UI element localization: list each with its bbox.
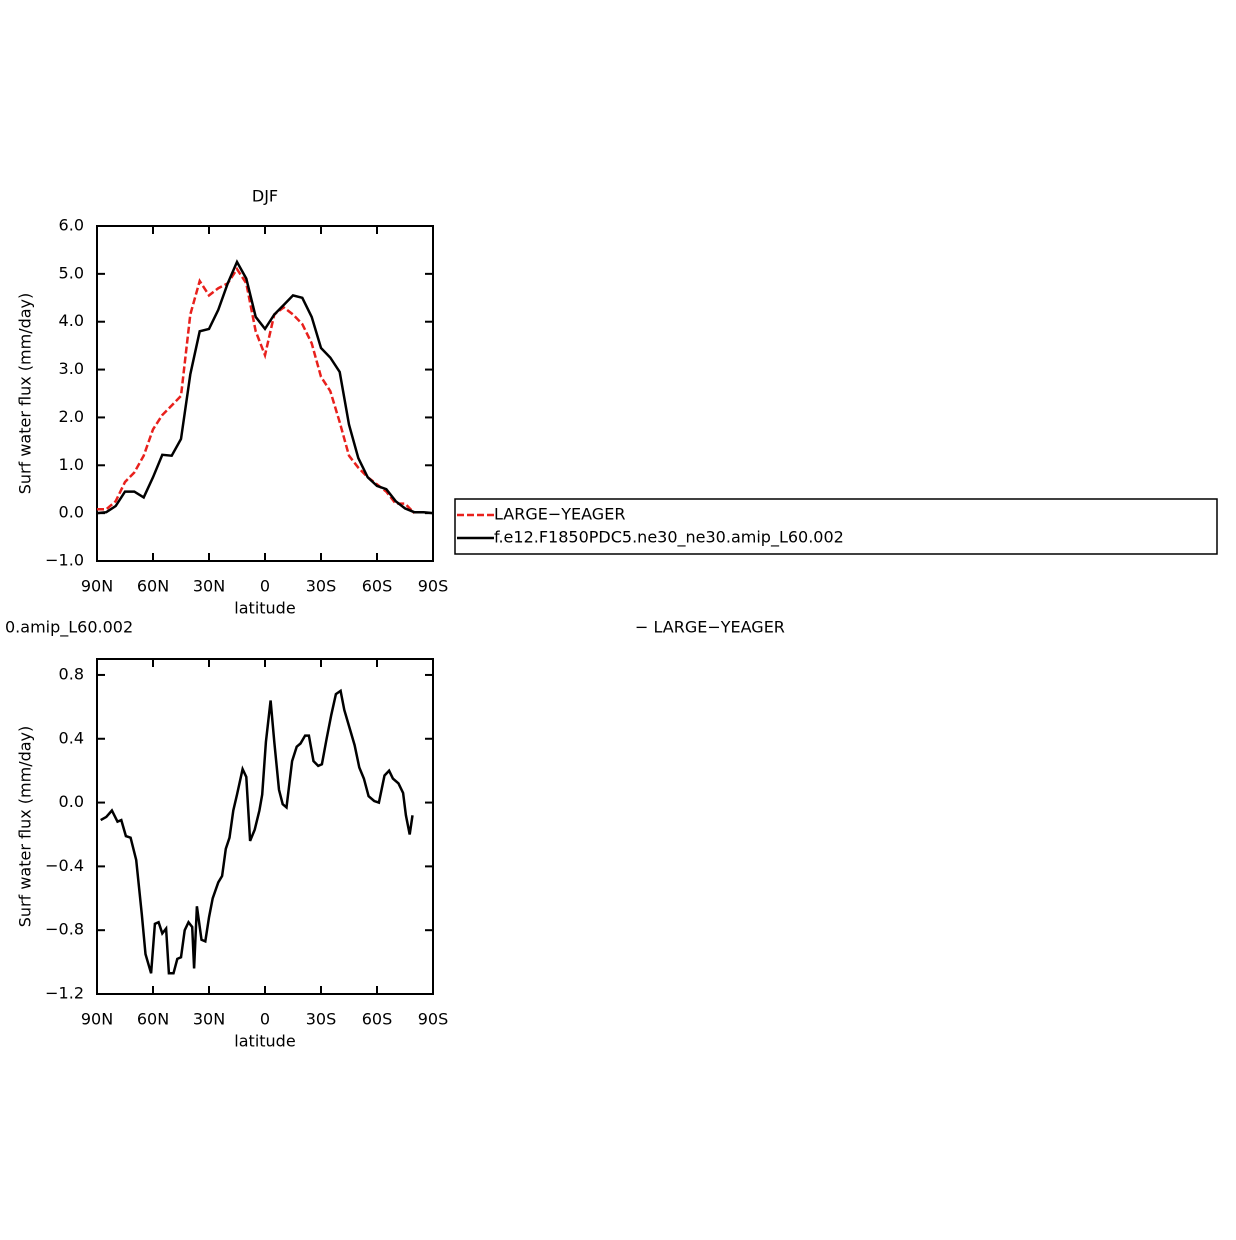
- y-tick-label: −1.0: [45, 551, 84, 570]
- x-tick-label: 0: [260, 577, 270, 596]
- y-tick-label: 0.0: [59, 792, 84, 811]
- x-tick-label: 60S: [362, 577, 393, 596]
- y-tick-label: 5.0: [59, 263, 84, 282]
- y-tick-label: 1.0: [59, 455, 84, 474]
- x-tick-label: 30N: [193, 577, 225, 596]
- y-tick-label: 4.0: [59, 311, 84, 330]
- plot-frame: [96, 658, 434, 995]
- chart-title-left: 0.amip_L60.002: [5, 618, 133, 638]
- legend-box: [454, 498, 1218, 555]
- y-tick-label: 0.4: [59, 728, 84, 747]
- y-tick-label: −1.2: [45, 984, 84, 1003]
- x-tick-label: 30N: [193, 1010, 225, 1029]
- y-tick-label: 0.0: [59, 503, 84, 522]
- y-tick-label: −0.8: [45, 920, 84, 939]
- data-line: [96, 259, 434, 515]
- legend-label: f.e12.F1850PDC5.ne30_ne30.amip_L60.002: [494, 528, 844, 548]
- x-axis-label: latitude: [234, 599, 295, 618]
- chart-title-right: − LARGE−YEAGER: [635, 618, 785, 637]
- x-tick-label: 60S: [362, 1010, 393, 1029]
- y-tick-label: −0.4: [45, 856, 84, 875]
- y-tick-label: 6.0: [59, 216, 84, 235]
- x-tick-label: 60N: [137, 577, 169, 596]
- x-tick-label: 0: [260, 1010, 270, 1029]
- x-tick-label: 60N: [137, 1010, 169, 1029]
- x-tick-label: 90S: [418, 1010, 449, 1029]
- y-tick-label: 3.0: [59, 359, 84, 378]
- x-tick-label: 30S: [306, 1010, 337, 1029]
- y-axis-label: Surf water flux (mm/day): [16, 726, 35, 928]
- y-tick-label: 0.8: [59, 664, 84, 683]
- x-tick-label: 90N: [81, 1010, 113, 1029]
- x-tick-label: 90S: [418, 577, 449, 596]
- y-tick-label: 2.0: [59, 407, 84, 426]
- x-axis-label: latitude: [234, 1032, 295, 1051]
- data-line: [97, 266, 416, 514]
- legend-label: LARGE−YEAGER: [494, 505, 625, 524]
- plot-frame: [96, 225, 434, 562]
- x-tick-label: 30S: [306, 577, 337, 596]
- data-line: [100, 688, 414, 975]
- x-tick-label: 90N: [81, 577, 113, 596]
- y-axis-label: Surf water flux (mm/day): [16, 293, 35, 495]
- chart-title: DJF: [252, 187, 278, 206]
